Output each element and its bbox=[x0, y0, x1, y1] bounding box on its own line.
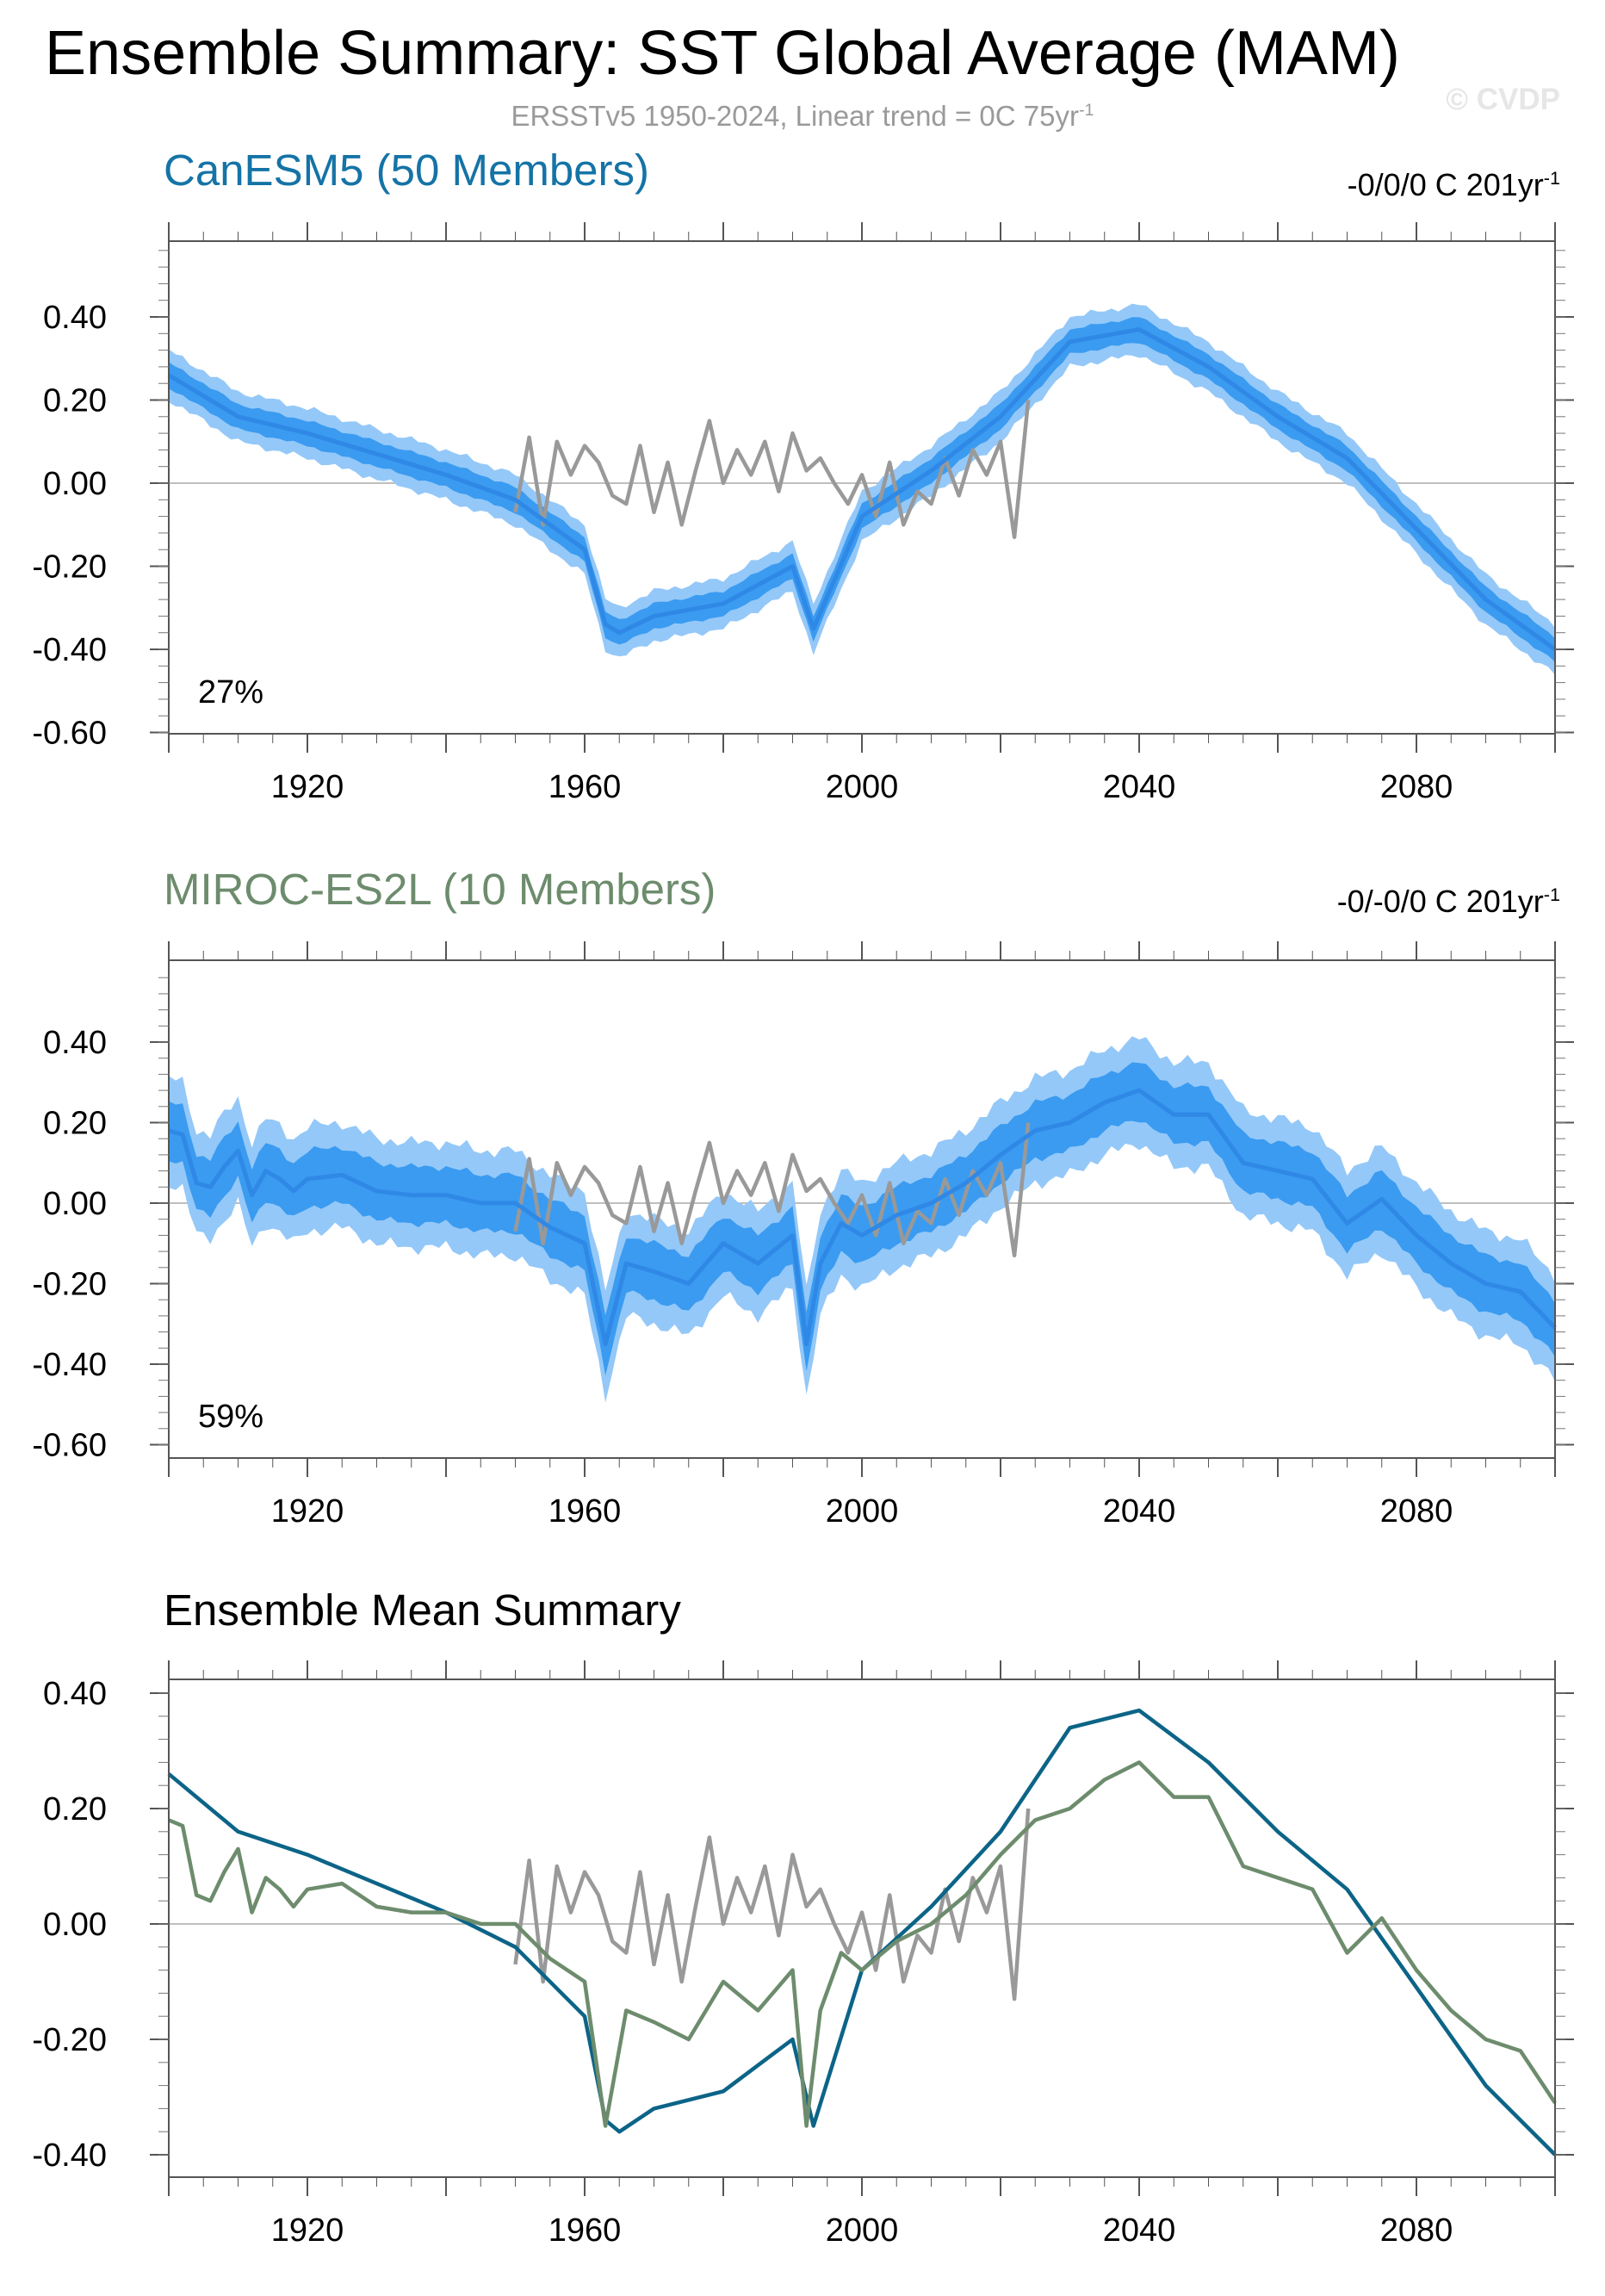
y-tick-label: 0.00 bbox=[43, 466, 107, 502]
x-tick-label: 1920 bbox=[271, 1493, 344, 1530]
y-tick-label: -0.40 bbox=[32, 2138, 107, 2174]
spread-band-outer bbox=[169, 303, 1555, 675]
x-tick-label: 2080 bbox=[1380, 769, 1453, 805]
trend-exponent: -1 bbox=[1543, 884, 1560, 905]
x-tick-label: 1960 bbox=[548, 769, 622, 805]
panel-title-miroc: MIROC-ES2L (10 Members) bbox=[164, 865, 716, 914]
subtitle-text: ERSSTv5 1950-2024, Linear trend = 0C 75y… bbox=[511, 100, 1079, 132]
y-tick-label: 0.20 bbox=[43, 1106, 107, 1142]
y-tick-label: 0.20 bbox=[43, 1791, 107, 1827]
x-tick-label: 1920 bbox=[271, 2212, 344, 2249]
y-tick-label: -0.60 bbox=[32, 1428, 107, 1464]
x-tick-label: 2000 bbox=[826, 2212, 899, 2249]
percent-label: 27% bbox=[198, 674, 263, 711]
y-tick-label: 0.20 bbox=[43, 383, 107, 419]
canesm5_mean-line bbox=[167, 1708, 1557, 2156]
observations-line bbox=[513, 1808, 1031, 2001]
y-tick-label: -0.40 bbox=[32, 632, 107, 668]
y-tick-label: 0.40 bbox=[43, 1025, 107, 1061]
percent-label: 59% bbox=[198, 1399, 263, 1435]
trend-exponent: -1 bbox=[1543, 167, 1560, 189]
x-tick-label: 1920 bbox=[271, 769, 344, 805]
trend-text: -0/-0/0 C 201yr bbox=[1336, 884, 1544, 919]
spread-band-inner bbox=[169, 1062, 1555, 1376]
x-tick-label: 2080 bbox=[1380, 1493, 1453, 1530]
x-tick-label: 2040 bbox=[1103, 769, 1176, 805]
y-tick-label: 0.00 bbox=[43, 1186, 107, 1222]
spread-band-inner bbox=[169, 317, 1555, 662]
plot-frame bbox=[168, 1679, 1556, 2178]
y-tick-label: -0.20 bbox=[32, 549, 107, 586]
ensemble_mean-line bbox=[167, 327, 1557, 652]
y-tick-label: -0.20 bbox=[32, 2022, 107, 2058]
panel-trend-canesm5: -0/0/0 C 201yr-1 bbox=[1348, 159, 1560, 204]
plot-frame bbox=[168, 240, 1556, 735]
panel-trend-miroc: -0/-0/0 C 201yr-1 bbox=[1337, 876, 1560, 921]
observations-line bbox=[513, 1122, 1031, 1258]
y-tick-label: -0.40 bbox=[32, 1347, 107, 1383]
miroc_mean-line bbox=[168, 1760, 1557, 2128]
x-tick-label: 2080 bbox=[1380, 2212, 1453, 2249]
observations-line bbox=[513, 400, 1031, 539]
trend-text: -0/0/0 C 201yr bbox=[1347, 167, 1544, 202]
panel-title-canesm5: CanESM5 (50 Members) bbox=[164, 146, 650, 195]
x-tick-label: 1960 bbox=[548, 2212, 622, 2249]
x-tick-label: 2040 bbox=[1103, 1493, 1176, 1530]
panel-title-ensemble-mean: Ensemble Mean Summary bbox=[164, 1585, 681, 1635]
y-tick-label: -0.20 bbox=[32, 1267, 107, 1303]
subtitle-exponent: -1 bbox=[1078, 101, 1094, 120]
ensemble_mean-line bbox=[168, 1088, 1557, 1347]
y-tick-label: 0.40 bbox=[43, 1676, 107, 1712]
x-tick-label: 2000 bbox=[826, 1493, 899, 1530]
y-tick-label: -0.60 bbox=[32, 716, 107, 752]
x-tick-label: 2000 bbox=[826, 769, 899, 805]
y-tick-label: 0.00 bbox=[43, 1907, 107, 1943]
x-tick-label: 1960 bbox=[548, 1493, 622, 1530]
cvdp-watermark: © CVDP bbox=[1446, 83, 1560, 116]
figure-title: Ensemble Summary: SST Global Average (MA… bbox=[45, 19, 1400, 88]
x-tick-label: 2040 bbox=[1103, 2212, 1176, 2249]
y-tick-label: 0.40 bbox=[43, 300, 107, 336]
figure-subtitle: ERSSTv5 1950-2024, Linear trend = 0C 75y… bbox=[0, 100, 1605, 133]
